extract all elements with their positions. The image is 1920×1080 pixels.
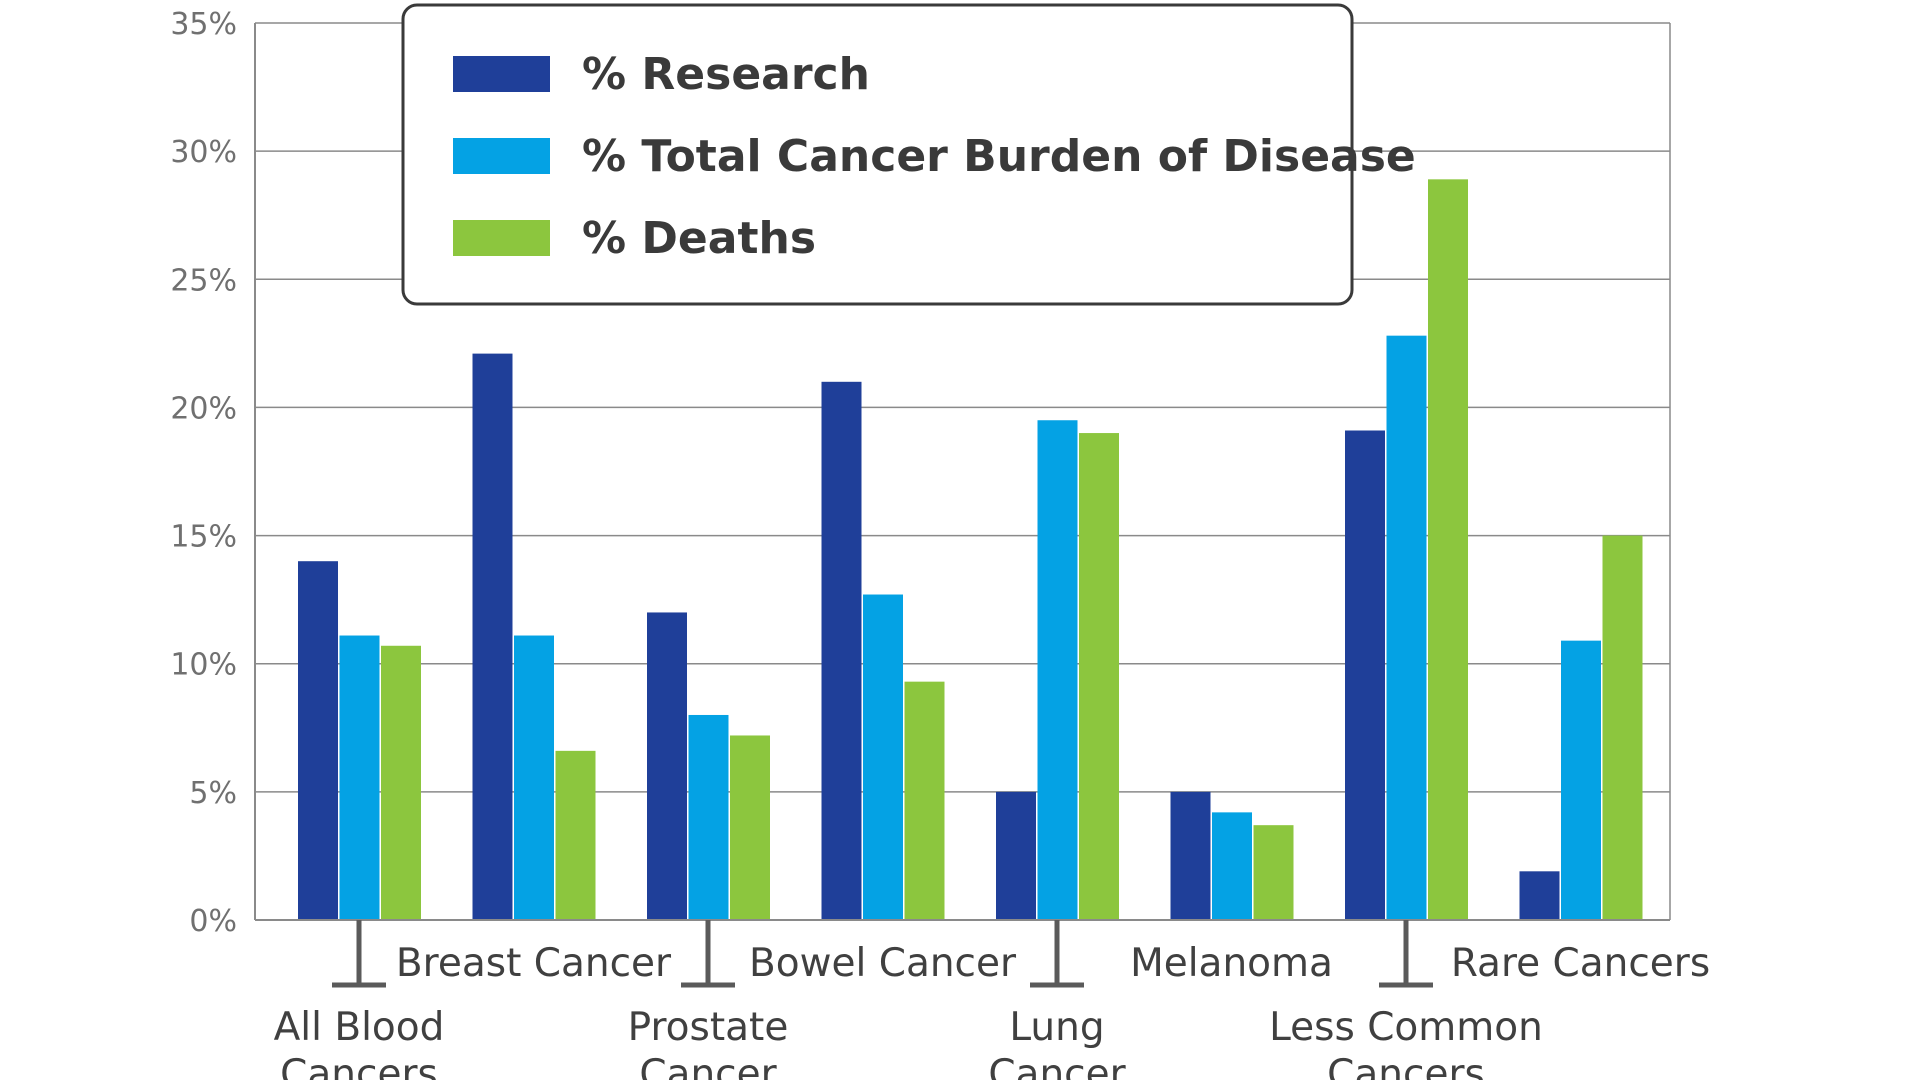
category-label: Cancers <box>280 1052 438 1080</box>
bar <box>730 735 770 920</box>
y-tick-label: 30% <box>170 135 237 170</box>
legend-box <box>401 3 1354 306</box>
bars <box>298 179 1643 920</box>
legend-label: % Deaths <box>582 213 816 264</box>
bar <box>1037 420 1078 920</box>
bar <box>1561 640 1601 920</box>
bar <box>514 635 554 920</box>
bar <box>1170 791 1211 920</box>
legend-swatch <box>453 138 550 174</box>
y-tick-label: 5% <box>189 776 237 811</box>
y-tick-label: 15% <box>170 520 237 555</box>
category-label: Bowel Cancer <box>749 941 1017 986</box>
bar <box>1212 812 1252 920</box>
y-tick-label: 0% <box>189 904 237 939</box>
bar <box>1253 825 1294 920</box>
bar <box>1519 871 1560 920</box>
legend-swatch <box>453 56 550 92</box>
bar <box>555 750 596 920</box>
category-label: Cancers <box>1327 1052 1485 1080</box>
bar <box>1345 430 1385 920</box>
y-tick-label: 35% <box>170 7 237 42</box>
legend: % Research % Total Cancer Burden of Disea… <box>401 3 1416 306</box>
legend-swatch <box>453 220 550 256</box>
bar <box>1386 335 1427 920</box>
bar <box>647 612 687 920</box>
bar <box>1602 535 1643 920</box>
bar <box>1428 179 1468 920</box>
category-label: Less Common <box>1269 1005 1543 1050</box>
category-label: Melanoma <box>1130 941 1333 986</box>
bar <box>863 594 903 920</box>
bar <box>472 353 513 920</box>
category-label: Breast Cancer <box>396 941 672 986</box>
y-tick-label: 20% <box>170 391 237 426</box>
bar <box>996 791 1036 920</box>
legend-label: % Research <box>582 49 870 100</box>
legend-label: % Total Cancer Burden of Disease <box>582 131 1416 182</box>
plot-frame <box>254 23 1671 921</box>
category-label: Prostate <box>628 1005 789 1050</box>
y-tick-label: 25% <box>170 263 237 298</box>
category-label: Lung <box>1009 1005 1104 1050</box>
y-tick-label: 10% <box>170 648 237 683</box>
bar <box>339 635 380 920</box>
bar <box>381 645 421 920</box>
bar <box>298 561 338 920</box>
bar <box>1079 433 1119 920</box>
category-label: Cancer <box>639 1052 777 1080</box>
category-label: Cancer <box>988 1052 1126 1080</box>
category-label: Rare Cancers <box>1451 941 1710 986</box>
bar <box>904 681 945 920</box>
y-axis-ticks: 0% 5% 10% 15% 20% 25% 30% 35% <box>170 7 237 939</box>
bar <box>688 714 729 920</box>
bar <box>821 381 862 920</box>
category-label: All Blood <box>274 1005 445 1050</box>
